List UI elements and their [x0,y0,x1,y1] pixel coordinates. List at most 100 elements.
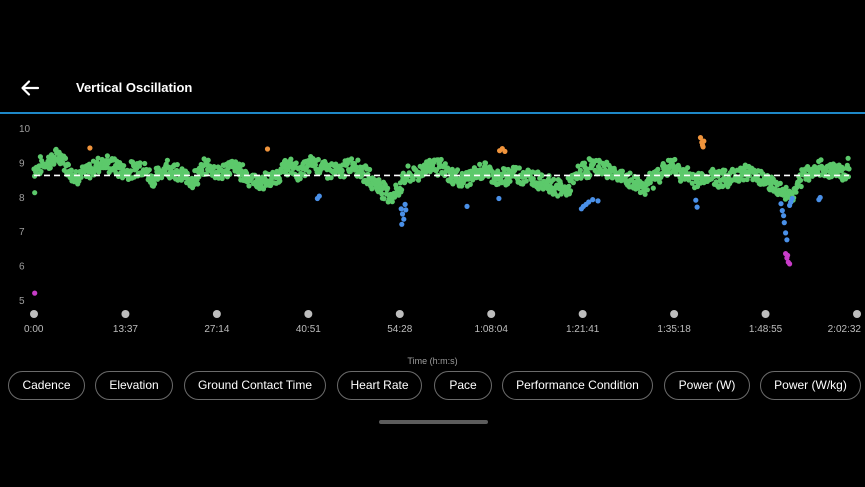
data-point [348,156,355,162]
x-tick-label: 13:37 [113,324,138,335]
data-point-blue [316,193,322,199]
back-button[interactable] [14,74,48,104]
x-tick-marker[interactable] [395,310,404,318]
x-axis-label: Time (h:m:s) [407,356,458,366]
data-point [438,156,444,163]
data-point [570,180,577,186]
data-point [312,162,318,168]
data-point [146,167,152,173]
data-point [328,175,334,181]
x-tick-marker[interactable] [670,310,679,318]
data-point-orange [700,144,706,150]
chip-power-w-kg[interactable]: Power (W/kg) [760,371,861,400]
x-tick-label: 54:28 [387,324,412,335]
data-point [482,160,489,166]
x-tick-marker[interactable] [304,310,313,318]
data-point [744,176,750,183]
data-point [783,184,789,190]
data-point [442,161,448,167]
vertical-oscillation-chart[interactable]: 5 6 7 8 9 10 0:00 13:37 27:14 40:51 54:28 1:08:04 1… [0,114,865,344]
data-point [76,178,82,184]
data-point [657,179,663,185]
data-point-blue [789,195,795,202]
data-point [164,157,170,163]
data-point [798,177,804,183]
data-point [306,169,312,175]
data-point [293,160,299,166]
data-point [37,154,44,160]
data-point-green [845,155,851,161]
data-point [199,167,205,173]
data-point [211,164,217,170]
data-point-blue [402,201,408,207]
chip-heart-rate[interactable]: Heart Rate [337,371,422,400]
data-point [121,163,127,169]
x-tick-label: 1:21:41 [566,324,600,335]
data-point-blue [778,201,784,207]
data-point [772,186,778,192]
x-tick-marker[interactable] [761,310,770,318]
data-point [454,167,461,173]
data-point [627,170,633,176]
data-point [47,165,53,171]
x-tick-marker[interactable] [121,310,130,318]
data-point [38,168,44,175]
chip-power-w[interactable]: Power (W) [664,371,750,400]
data-point [246,183,252,189]
home-indicator[interactable] [379,420,488,424]
chip-pace[interactable]: Pace [434,371,492,400]
data-point [96,169,102,175]
data-point-magenta [785,252,791,258]
data-point [379,191,385,197]
data-point [523,178,529,184]
data-point [581,160,588,166]
x-tick-marker[interactable] [578,310,587,318]
arrow-left-icon [21,80,40,96]
x-tick-label: 1:35:18 [657,324,691,335]
data-point [477,161,483,167]
data-point [530,176,536,182]
data-point [288,156,294,162]
data-point [577,167,584,173]
app-header: Vertical Oscillation [0,70,865,110]
data-point-magenta [32,290,38,296]
chip-cadence[interactable]: Cadence [8,371,85,400]
y-tick-label: 5 [19,296,25,307]
data-point-blue [784,237,790,243]
data-point [73,169,79,175]
data-point [485,173,491,179]
data-point [846,166,852,172]
data-point [381,196,387,202]
data-point [184,170,190,176]
x-tick-marker[interactable] [853,310,861,318]
data-point-blue [693,197,699,203]
chip-elevation[interactable]: Elevation [95,371,173,400]
data-point [650,185,656,191]
data-point [87,175,93,181]
x-tick-label: 2:02:32 [828,324,862,335]
data-point [353,164,359,170]
x-tick-marker[interactable] [487,310,496,318]
data-point [385,185,391,191]
x-tick-marker[interactable] [212,310,221,318]
data-point [722,167,728,173]
x-tick-label: 1:08:04 [475,324,509,335]
data-point-blue [401,216,407,222]
data-point [672,156,678,163]
data-point-blue [783,230,789,236]
data-point [104,153,110,159]
data-point-blue [399,221,405,227]
y-tick-label: 6 [19,262,25,273]
data-point-orange [87,145,93,151]
data-point [339,168,345,174]
data-point [267,182,274,189]
chip-performance-condition[interactable]: Performance Condition [502,371,653,400]
data-point [369,186,375,192]
chip-ground-contact-time[interactable]: Ground Contact Time [184,371,326,400]
data-point [51,161,57,167]
data-point-blue [403,207,409,213]
x-tick-label: 1:48:55 [749,324,783,335]
x-tick-marker[interactable] [30,310,38,318]
data-point [152,181,158,187]
data-point [297,176,303,182]
